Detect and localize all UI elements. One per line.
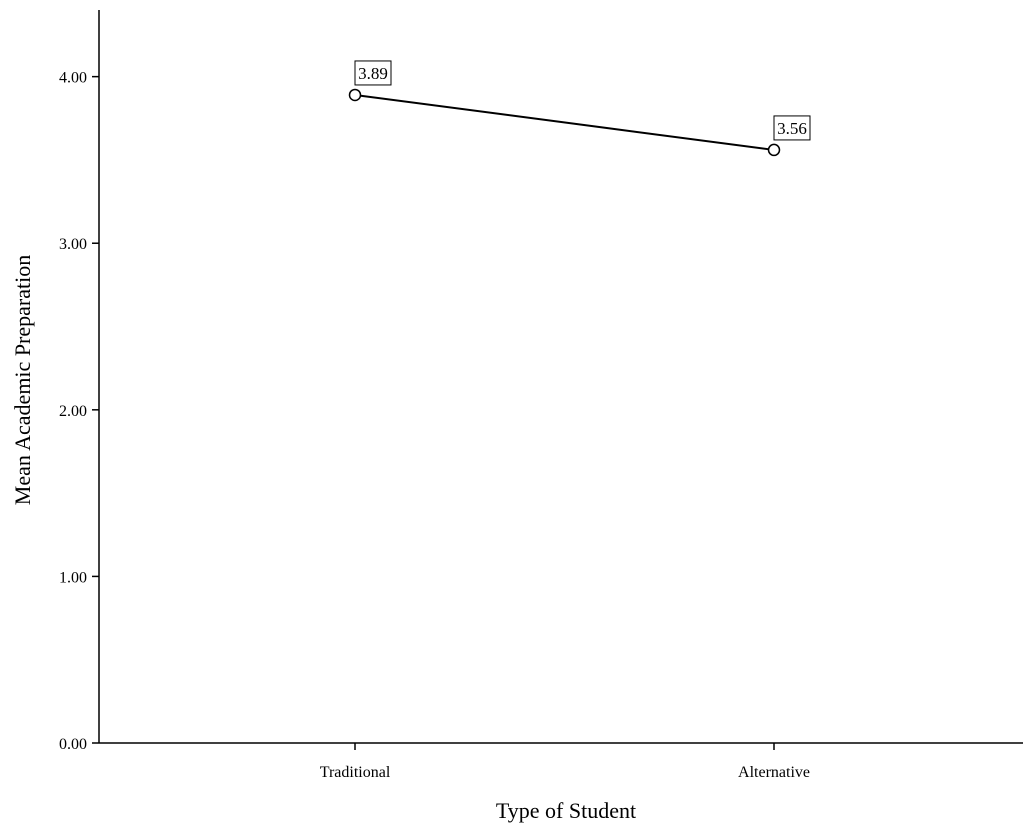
data-label: 3.89 [358,64,388,83]
data-label-box [773,115,811,141]
series-group: 3.89 3.56 [348,60,811,157]
y-tick-label: 0.00 [59,736,87,753]
y-axis-title: Mean Academic Preparation [10,255,35,505]
series-line [354,93,775,151]
y-tick-label: 3.00 [59,236,87,253]
x-axis-title: Type of Student [496,798,636,823]
data-label-box [354,60,392,86]
x-ticks: Traditional Alternative [320,743,810,781]
y-tick-label: 1.00 [59,569,87,586]
data-point [767,143,781,157]
x-tick-label: Alternative [738,764,810,781]
y-ticks: 0.00 1.00 2.00 3.00 4.00 [59,70,99,753]
data-point [348,88,362,102]
y-tick-label: 4.00 [59,70,87,87]
data-label: 3.56 [777,119,807,138]
axes [98,10,1023,744]
x-tick-label: Traditional [320,764,391,781]
y-tick-label: 2.00 [59,403,87,420]
